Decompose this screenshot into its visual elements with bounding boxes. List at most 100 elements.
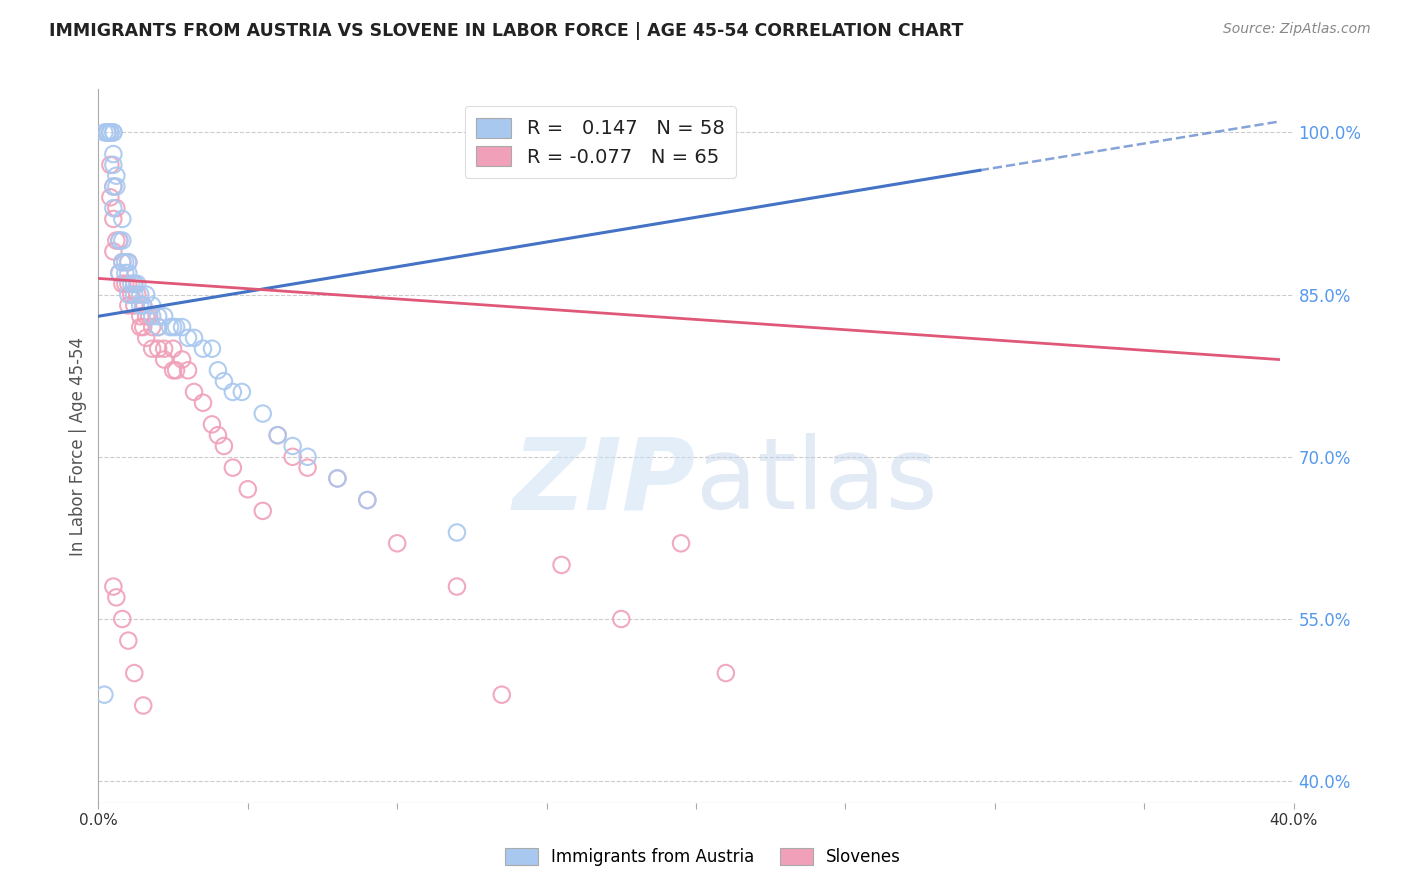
Point [153,352,176,367]
Point [129,310,152,324]
Point [153,310,176,324]
Point [141,310,163,324]
Point [129,320,152,334]
Point [135,331,157,345]
Point [267,428,290,442]
Point [105,179,128,194]
Point [132,320,155,334]
Point [162,320,184,334]
Point [108,234,131,248]
Point [141,298,163,312]
Point [714,666,737,681]
Point [162,342,184,356]
Point [148,320,170,334]
Point [491,688,513,702]
Point [281,450,304,464]
Point [610,612,633,626]
Text: IMMIGRANTS FROM AUSTRIA VS SLOVENE IN LABOR FORCE | AGE 45-54 CORRELATION CHART: IMMIGRANTS FROM AUSTRIA VS SLOVENE IN LA… [49,22,963,40]
Point [111,612,134,626]
Point [96,125,118,139]
Point [124,298,146,312]
Point [165,363,187,377]
Point [183,384,205,399]
Text: Source: ZipAtlas.com: Source: ZipAtlas.com [1223,22,1371,37]
Point [135,310,157,324]
Point [117,266,139,280]
Point [135,287,157,301]
Point [212,439,235,453]
Point [127,287,149,301]
Point [120,277,142,291]
Point [222,384,245,399]
Point [120,287,142,301]
Point [111,255,134,269]
Point [98,190,122,204]
Point [98,125,122,139]
Point [103,125,125,139]
Point [105,201,128,215]
Point [201,417,224,432]
Point [177,363,200,377]
Point [252,407,274,421]
Point [201,342,224,356]
Point [108,266,131,280]
Point [252,504,274,518]
Point [685,125,707,139]
Point [117,255,139,269]
Point [124,277,146,291]
Y-axis label: In Labor Force | Age 45-54: In Labor Force | Age 45-54 [69,336,87,556]
Point [326,471,349,485]
Point [172,352,194,367]
Point [108,266,131,280]
Point [98,125,122,139]
Point [183,331,205,345]
Point [222,460,245,475]
Point [96,125,118,139]
Point [124,287,146,301]
Point [105,169,128,183]
Point [212,374,235,388]
Point [129,298,152,312]
Point [550,558,572,572]
Point [236,482,259,496]
Point [105,234,128,248]
Point [129,287,152,301]
Text: ZIP: ZIP [513,434,696,530]
Point [267,428,290,442]
Point [385,536,409,550]
Point [207,363,229,377]
Point [191,342,214,356]
Point [111,234,134,248]
Point [124,666,146,681]
Point [111,277,134,291]
Point [114,266,136,280]
Point [356,493,378,508]
Point [105,591,128,605]
Point [148,310,170,324]
Point [114,255,136,269]
Point [117,255,139,269]
Point [162,363,184,377]
Point [96,125,118,139]
Point [93,125,115,139]
Point [669,536,692,550]
Point [141,342,163,356]
Point [103,211,125,226]
Legend: R =   0.147   N = 58, R = -0.077   N = 65: R = 0.147 N = 58, R = -0.077 N = 65 [464,106,737,178]
Point [111,255,134,269]
Point [159,320,181,334]
Point [103,179,125,194]
Text: atlas: atlas [696,434,938,530]
Point [148,320,170,334]
Point [103,201,125,215]
Point [132,298,155,312]
Point [281,439,304,453]
Point [165,320,187,334]
Point [114,277,136,291]
Point [132,298,155,312]
Point [117,277,139,291]
Point [153,342,176,356]
Point [177,331,200,345]
Point [132,698,155,713]
Point [103,580,125,594]
